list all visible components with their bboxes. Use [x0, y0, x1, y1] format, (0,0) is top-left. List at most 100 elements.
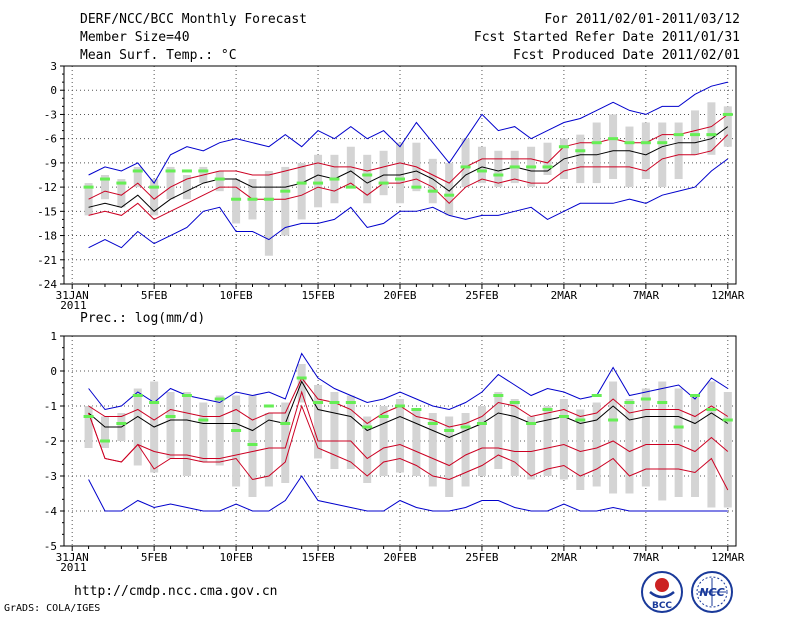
y-tick-label: -2 — [44, 435, 57, 448]
spread-box — [396, 399, 404, 473]
y-tick-label: 1 — [50, 330, 57, 343]
ensemble-marker — [214, 397, 225, 401]
series-line-lower — [88, 134, 729, 221]
series-line-min — [88, 158, 729, 249]
ensemble-marker — [558, 415, 569, 418]
x-year-label: 2011 — [60, 561, 87, 574]
ensemble-marker — [116, 422, 127, 425]
ensemble-marker — [165, 415, 176, 418]
series-line-upper — [88, 377, 729, 428]
ensemble-marker — [132, 169, 143, 173]
spread-box — [592, 402, 601, 487]
spread-box — [182, 392, 191, 476]
ensemble-marker — [263, 404, 274, 408]
ensemble-marker — [83, 185, 94, 189]
spread-box — [166, 166, 175, 200]
series-line-lower — [88, 390, 729, 467]
ensemble-marker — [165, 169, 176, 173]
spread-box — [641, 388, 650, 487]
x-tick-label: 15FEB — [301, 551, 334, 564]
ensemble-marker — [706, 133, 717, 137]
x-tick-label: 25FEB — [465, 551, 498, 564]
spread-box — [314, 385, 323, 459]
spread-box — [609, 114, 618, 180]
spread-box — [592, 122, 601, 184]
series-line-lower2 — [88, 404, 729, 491]
spread-box — [150, 179, 159, 216]
x-tick-label: 7MAR — [633, 551, 660, 564]
spread-box — [264, 413, 273, 487]
ensemble-marker — [558, 145, 569, 149]
spread-box — [117, 179, 126, 208]
spread-box — [510, 399, 519, 476]
bcc-logo: BCC — [641, 571, 683, 613]
ensemble-marker — [181, 394, 192, 397]
spread-box — [84, 406, 93, 448]
y-tick-label: -24 — [37, 278, 57, 291]
spread-box — [215, 170, 224, 192]
spread-box — [412, 409, 421, 476]
spread-box — [215, 395, 224, 466]
ensemble-marker — [427, 189, 438, 193]
ensemble-marker — [99, 439, 110, 443]
ensemble-marker — [116, 181, 127, 185]
spread-box — [494, 150, 503, 188]
series-line-max — [88, 352, 729, 411]
ensemble-marker — [132, 394, 143, 397]
spread-box — [723, 392, 732, 508]
ensemble-marker — [247, 443, 258, 446]
grads-credit: GrADS: COLA/IGES — [4, 603, 101, 614]
ensemble-marker — [313, 181, 324, 185]
ensemble-marker — [591, 141, 602, 145]
ensemble-marker — [362, 173, 373, 177]
spread-box — [363, 416, 372, 483]
ensemble-marker — [427, 422, 438, 425]
spread-box — [428, 158, 437, 204]
spread-box — [100, 175, 109, 200]
ensemble-marker — [591, 394, 602, 397]
spread-box — [396, 142, 404, 204]
y-tick-label: -21 — [37, 254, 57, 267]
start-date-label: Fcst Started Refer Date 2011/01/31 — [473, 30, 740, 45]
ensemble-marker — [296, 376, 307, 380]
y-tick-label: -18 — [37, 230, 57, 243]
ensemble-marker — [673, 425, 684, 429]
spread-box — [461, 138, 470, 188]
spread-box — [297, 364, 306, 403]
x-tick-label: 20FEB — [383, 289, 416, 302]
x-tick-label: 25FEB — [465, 289, 498, 302]
precipitation-panel-title: Prec.: log(mm/d) — [80, 311, 205, 326]
ensemble-marker — [706, 408, 717, 411]
ensemble-marker — [575, 418, 586, 422]
x-tick-label: 2MAR — [551, 551, 578, 564]
x-tick-label: 5FEB — [141, 289, 168, 302]
spread-box — [445, 162, 454, 216]
ensemble-marker — [231, 197, 242, 201]
x-year-label: 2011 — [60, 299, 87, 312]
ensemble-marker — [476, 422, 487, 425]
y-tick-label: -9 — [44, 157, 57, 170]
ensemble-marker — [231, 429, 242, 432]
ensemble-marker — [378, 415, 389, 418]
ensemble-marker — [690, 133, 701, 137]
ensemble-marker — [690, 394, 701, 397]
series-line-min — [88, 475, 728, 512]
spread-box — [707, 102, 716, 155]
spread-box — [691, 395, 700, 497]
spread-box — [133, 166, 142, 188]
spread-box — [477, 406, 486, 476]
ensemble-marker — [345, 185, 356, 189]
spread-box — [264, 170, 273, 256]
bcc-logo-text: BCC — [652, 601, 672, 611]
ensemble-marker — [444, 429, 455, 432]
ensemble-marker — [362, 425, 373, 429]
spread-box — [84, 183, 93, 216]
y-tick-label: -3 — [44, 470, 57, 483]
x-tick-label: 31JAN — [56, 551, 89, 564]
spread-box — [674, 122, 683, 180]
y-tick-label: 0 — [50, 365, 57, 378]
spread-box — [543, 142, 552, 175]
footer-url[interactable]: http://cmdp.ncc.cma.gov.cn — [74, 584, 278, 599]
ensemble-marker — [640, 397, 651, 401]
